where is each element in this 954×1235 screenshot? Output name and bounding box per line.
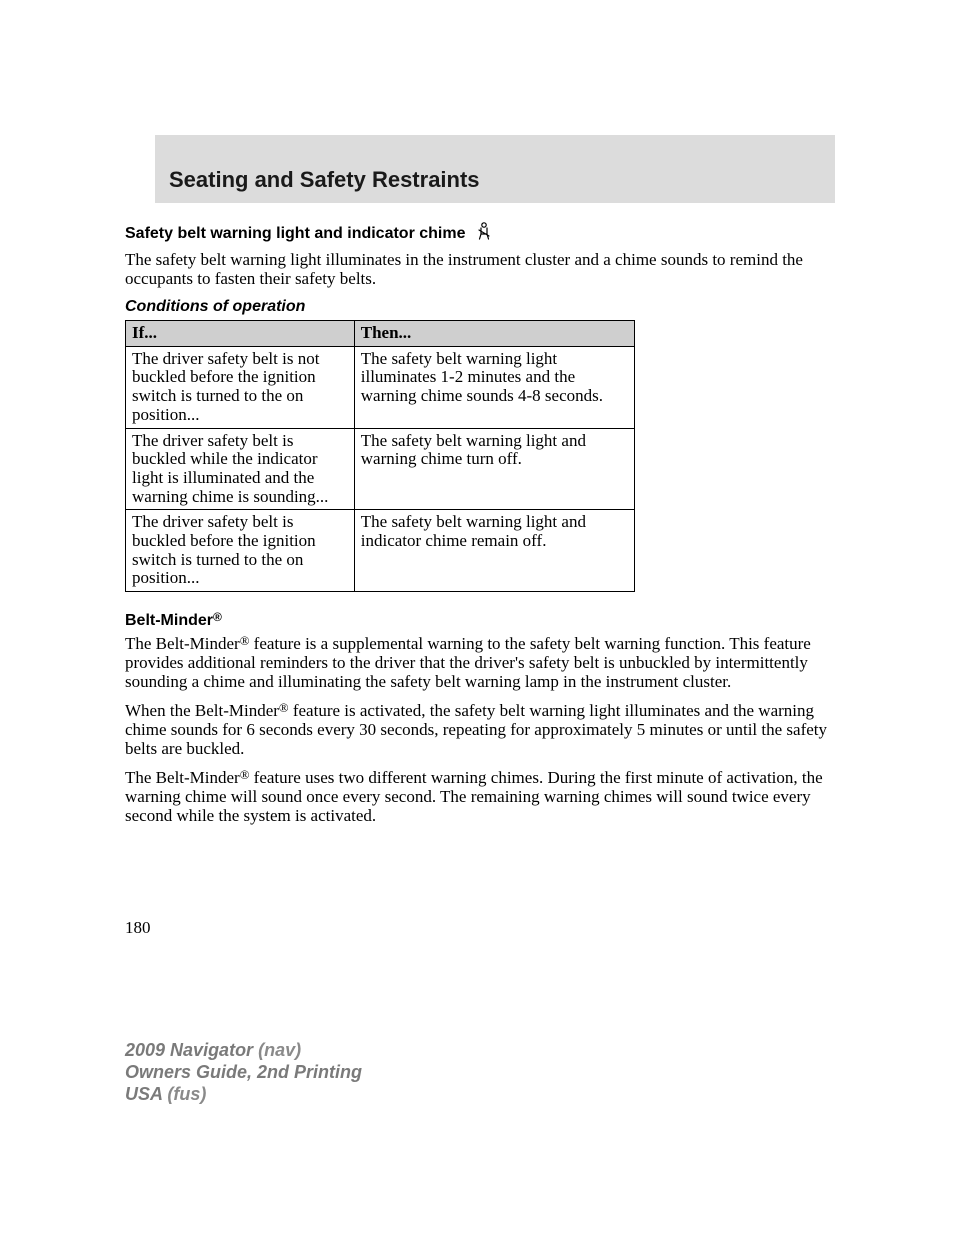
beltminder-para-1: The Belt-Minder® feature is a supplement… xyxy=(125,634,835,691)
footer-line-3: USA (fus) xyxy=(125,1084,362,1106)
chapter-header-band: Seating and Safety Restraints xyxy=(155,135,835,203)
para-text: The Belt-Minder xyxy=(125,768,240,787)
table-row: The driver safety belt is not buckled be… xyxy=(126,346,635,428)
footer-region-code: (fus) xyxy=(162,1084,206,1104)
registered-mark: ® xyxy=(240,634,250,648)
beltminder-heading: Belt-Minder® xyxy=(125,610,835,630)
chapter-title: Seating and Safety Restraints xyxy=(169,167,480,192)
footer-line-1: 2009 Navigator (nav) xyxy=(125,1040,362,1062)
intro-paragraph: The safety belt warning light illuminate… xyxy=(125,250,835,288)
table-header-then: Then... xyxy=(354,321,634,347)
page-number: 180 xyxy=(125,918,151,938)
section-heading-safety-belt: Safety belt warning light and indicator … xyxy=(125,222,835,245)
footer-block: 2009 Navigator (nav) Owners Guide, 2nd P… xyxy=(125,1040,362,1106)
registered-mark: ® xyxy=(213,610,222,624)
footer-vehicle: 2009 Navigator xyxy=(125,1040,253,1060)
table-cell-then: The safety belt warning light and warnin… xyxy=(354,428,634,510)
footer-region: USA xyxy=(125,1084,162,1104)
beltminder-para-3: The Belt-Minder® feature uses two differ… xyxy=(125,768,835,825)
registered-mark: ® xyxy=(240,768,250,782)
conditions-heading: Conditions of operation xyxy=(125,298,835,316)
table-header-row: If... Then... xyxy=(126,321,635,347)
seatbelt-figure-icon xyxy=(476,222,492,245)
footer-line-2: Owners Guide, 2nd Printing xyxy=(125,1062,362,1084)
footer-code: (nav) xyxy=(253,1040,301,1060)
para-text: The Belt-Minder xyxy=(125,634,240,653)
table-header-if: If... xyxy=(126,321,355,347)
table-cell-if: The driver safety belt is buckled before… xyxy=(126,510,355,592)
table-cell-then: The safety belt warning light illuminate… xyxy=(354,346,634,428)
table-row: The driver safety belt is buckled before… xyxy=(126,510,635,592)
conditions-table: If... Then... The driver safety belt is … xyxy=(125,320,635,592)
table-cell-if: The driver safety belt is buckled while … xyxy=(126,428,355,510)
registered-mark: ® xyxy=(279,701,289,715)
page-content: Safety belt warning light and indicator … xyxy=(125,222,835,835)
section-heading-text: Safety belt warning light and indicator … xyxy=(125,225,466,242)
table-row: The driver safety belt is buckled while … xyxy=(126,428,635,510)
beltminder-para-2: When the Belt-Minder® feature is activat… xyxy=(125,701,835,758)
para-text: When the Belt-Minder xyxy=(125,701,279,720)
manual-page: Seating and Safety Restraints Safety bel… xyxy=(0,0,954,1235)
table-cell-if: The driver safety belt is not buckled be… xyxy=(126,346,355,428)
beltminder-heading-text: Belt-Minder xyxy=(125,612,213,629)
table-cell-then: The safety belt warning light and indica… xyxy=(354,510,634,592)
